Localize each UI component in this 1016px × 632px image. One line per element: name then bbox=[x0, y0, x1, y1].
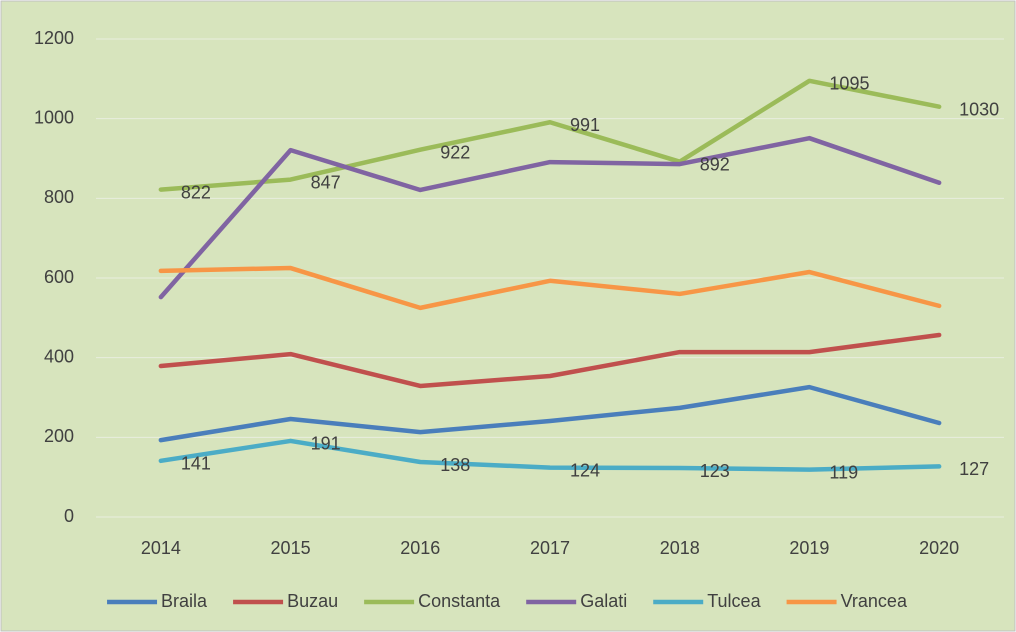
data-label: 847 bbox=[311, 172, 341, 192]
x-tick-label: 2020 bbox=[919, 538, 959, 558]
x-tick-label: 2018 bbox=[660, 538, 700, 558]
legend-label: Buzau bbox=[287, 591, 338, 611]
series-line bbox=[158, 438, 942, 472]
data-label: 127 bbox=[959, 459, 989, 479]
x-tick-label: 2016 bbox=[400, 538, 440, 558]
legend-label: Vrancea bbox=[841, 591, 908, 611]
data-label: 892 bbox=[700, 154, 730, 174]
x-tick-label: 2015 bbox=[271, 538, 311, 558]
y-tick-label: 0 bbox=[64, 506, 74, 526]
legend-label: Braila bbox=[161, 591, 208, 611]
data-label: 123 bbox=[700, 461, 730, 481]
series-line bbox=[158, 135, 942, 300]
series-line bbox=[158, 384, 942, 443]
series-line bbox=[158, 332, 942, 389]
y-tick-label: 800 bbox=[44, 187, 74, 207]
legend-label: Galati bbox=[580, 591, 627, 611]
y-tick-label: 1000 bbox=[34, 107, 74, 127]
data-label: 138 bbox=[440, 455, 470, 475]
data-label: 1030 bbox=[959, 99, 999, 119]
legend-label: Constanta bbox=[418, 591, 501, 611]
data-label: 922 bbox=[440, 142, 470, 162]
data-label: 822 bbox=[181, 182, 211, 202]
x-tick-label: 2017 bbox=[530, 538, 570, 558]
x-tick-label: 2019 bbox=[789, 538, 829, 558]
legend-label: Tulcea bbox=[707, 591, 761, 611]
series-line bbox=[158, 265, 942, 311]
data-label: 1095 bbox=[829, 74, 869, 94]
y-tick-label: 200 bbox=[44, 426, 74, 446]
y-tick-label: 1200 bbox=[34, 28, 74, 48]
series-line bbox=[158, 78, 942, 192]
data-label: 119 bbox=[829, 462, 858, 482]
data-label: 141 bbox=[181, 454, 211, 474]
data-label: 991 bbox=[570, 115, 600, 135]
data-label: 124 bbox=[570, 460, 600, 480]
x-tick-label: 2014 bbox=[141, 538, 181, 558]
y-tick-label: 600 bbox=[44, 267, 74, 287]
data-label: 191 bbox=[311, 434, 341, 454]
y-tick-label: 400 bbox=[44, 346, 74, 366]
